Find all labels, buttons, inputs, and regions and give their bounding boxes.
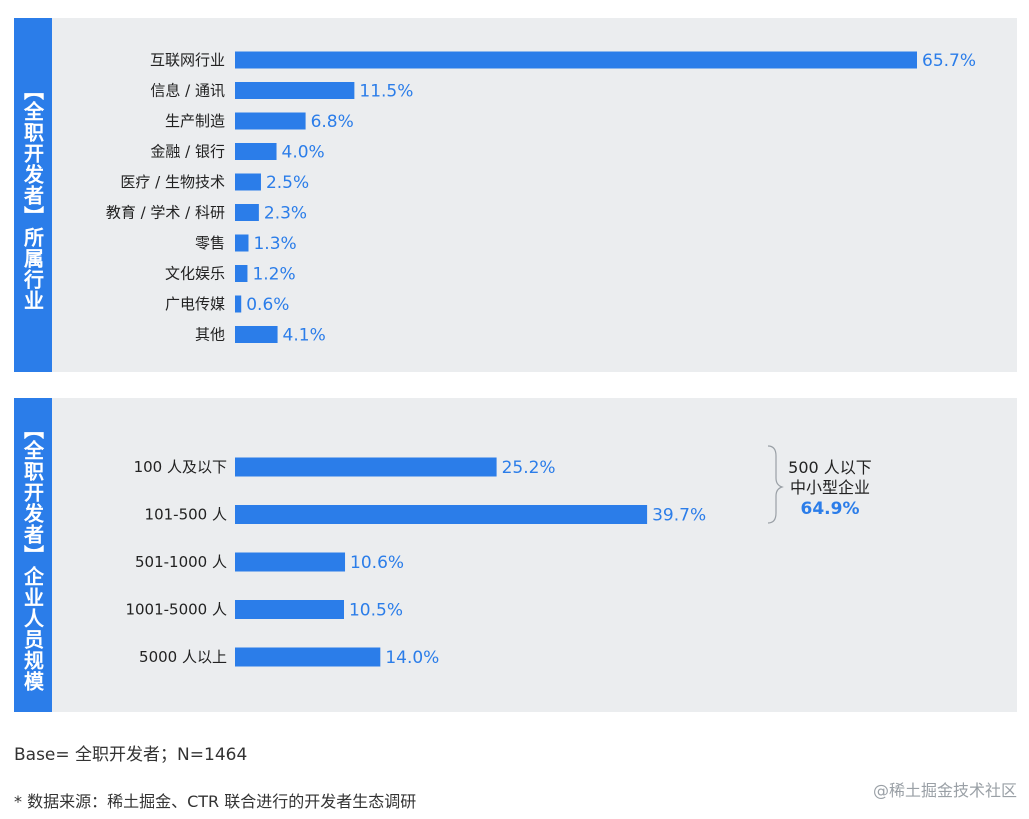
category-label: 零售	[195, 234, 225, 252]
source-note: * 数据来源：稀土掘金、CTR 联合进行的开发者生态调研	[14, 792, 417, 811]
value-label: 10.6%	[350, 553, 404, 573]
bar	[235, 204, 259, 221]
industry-chart-title-bar: 【全职开发者】所属行业	[14, 18, 52, 372]
value-label: 4.1%	[283, 326, 326, 346]
industry-chart-title: 【全职开发者】所属行业	[20, 79, 45, 311]
category-label: 教育 / 学术 / 科研	[106, 204, 225, 222]
value-label: 65.7%	[922, 51, 976, 71]
bar	[235, 82, 355, 99]
industry-bar-chart: 互联网行业 65.7% 信息 / 通讯 11.5% 生产制造 6.8% 金融 / 银行 4.0…	[106, 51, 976, 346]
value-label: 25.2%	[502, 458, 556, 478]
bar	[235, 173, 261, 191]
watermark: @稀土掘金技术社区	[872, 781, 1017, 800]
bar	[235, 143, 277, 160]
annotation-line-2: 中小型企业	[790, 478, 870, 497]
brace-annotation	[767, 445, 784, 524]
category-label: 文化娱乐	[165, 265, 225, 283]
category-label: 信息 / 通讯	[150, 82, 225, 100]
value-label: 1.3%	[253, 234, 296, 254]
category-label: 医疗 / 生物技术	[120, 173, 225, 191]
bar	[235, 647, 381, 667]
bar	[235, 295, 242, 313]
value-label: 2.5%	[266, 173, 309, 193]
value-label: 6.8%	[311, 112, 354, 132]
company-size-chart-panel: 【全职开发者】企业人员规模 100 人及以下 25.2% 101-500 人 39.7…	[14, 398, 1017, 712]
value-label: 2.3%	[264, 204, 307, 224]
company-size-bar-chart: 100 人及以下 25.2% 101-500 人 39.7% 501-1000 人 10.…	[125, 445, 872, 668]
bar	[235, 234, 249, 252]
industry-chart-panel: 【全职开发者】所属行业 互联网行业 65.7% 信息 / 通讯 11.5% 生产制造 6.…	[14, 18, 1017, 372]
bar	[235, 265, 248, 282]
category-label: 生产制造	[165, 112, 225, 130]
category-label: 101-500 人	[145, 506, 227, 524]
company-size-chart-title: 【全职开发者】企业人员规模	[20, 418, 45, 692]
category-label: 金融 / 银行	[150, 143, 225, 161]
bar	[235, 326, 278, 343]
value-label: 39.7%	[652, 506, 706, 526]
company-size-chart-title-bar: 【全职开发者】企业人员规模	[14, 398, 52, 712]
category-label: 501-1000 人	[135, 553, 227, 571]
value-label: 14.0%	[385, 648, 439, 668]
category-label: 1001-5000 人	[125, 601, 227, 619]
bar	[235, 112, 306, 130]
category-label: 5000 人以上	[139, 648, 227, 666]
category-label: 互联网行业	[150, 51, 225, 69]
bar	[235, 51, 917, 69]
value-label: 1.2%	[252, 265, 295, 285]
value-label: 4.0%	[282, 143, 325, 163]
bar	[235, 600, 344, 619]
bar	[235, 457, 497, 477]
annotation-value: 64.9%	[801, 499, 860, 519]
category-label: 100 人及以下	[134, 458, 227, 476]
annotation-line-1: 500 人以下	[788, 458, 872, 477]
value-label: 11.5%	[359, 82, 413, 102]
bar	[235, 505, 648, 524]
value-label: 0.6%	[246, 295, 289, 315]
value-label: 10.5%	[349, 601, 403, 621]
bar	[235, 552, 346, 572]
base-note: Base= 全职开发者；N=1464	[14, 745, 248, 765]
category-label: 广电传媒	[165, 295, 225, 313]
category-label: 其他	[195, 326, 225, 344]
